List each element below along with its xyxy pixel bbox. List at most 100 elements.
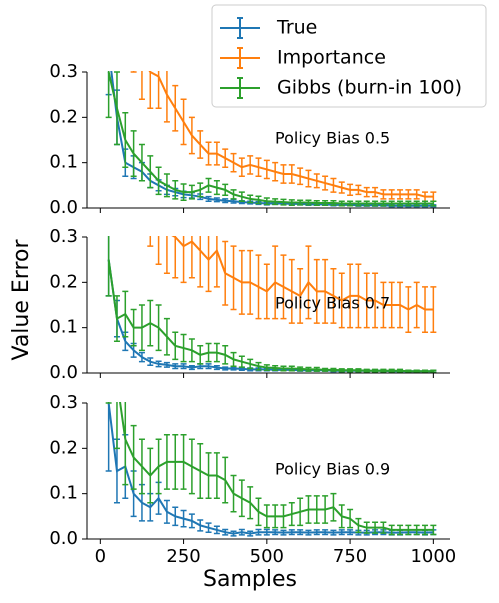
- y-tick-label: 0.0: [49, 197, 78, 218]
- series-line: [119, 402, 434, 531]
- error-bar: [138, 438, 145, 495]
- error-bar: [222, 148, 229, 168]
- error-bar: [297, 366, 304, 372]
- error-bar: [105, 71, 112, 119]
- error-bar: [138, 143, 145, 182]
- error-bar: [147, 357, 154, 367]
- error-bar: [297, 267, 304, 324]
- error-bar: [338, 272, 345, 329]
- x-axis-label: Samples: [203, 567, 297, 592]
- error-bar: [130, 71, 137, 73]
- error-bar: [347, 529, 354, 536]
- error-bar: [372, 200, 379, 207]
- series-line: [107, 259, 434, 373]
- annotation: Policy Bias 0.5: [275, 129, 390, 148]
- error-bar: [338, 504, 345, 529]
- error-bar: [238, 249, 245, 315]
- error-bar: [413, 281, 420, 329]
- error-bar: [247, 194, 254, 204]
- error-bar: [397, 189, 404, 200]
- error-bar: [113, 295, 120, 343]
- y-tick-label: 0.0: [49, 528, 78, 549]
- error-bar: [197, 130, 204, 159]
- error-bar: [272, 364, 279, 372]
- error-bar: [138, 304, 145, 352]
- error-bar: [322, 258, 329, 324]
- error-bar: [188, 338, 195, 363]
- error-bar: [405, 189, 412, 200]
- error-bar: [280, 198, 287, 206]
- error-bar: [355, 263, 362, 329]
- error-bar: [338, 368, 345, 373]
- error-bar: [205, 342, 212, 363]
- error-bar: [130, 424, 137, 490]
- error-bar: [230, 152, 237, 173]
- error-bar: [272, 504, 279, 529]
- error-bar: [163, 236, 170, 275]
- error-bar: [180, 433, 187, 490]
- error-bar: [172, 180, 179, 200]
- series-line: [110, 71, 434, 207]
- error-bar: [422, 524, 429, 536]
- error-bar: [247, 249, 254, 315]
- error-bar: [105, 236, 112, 297]
- error-bar: [213, 364, 220, 371]
- annotation: Policy Bias 0.7: [275, 294, 390, 313]
- error-bar: [122, 402, 129, 486]
- error-bar: [172, 236, 179, 279]
- error-bar: [180, 509, 187, 528]
- error-bar: [138, 351, 145, 363]
- error-bar: [347, 263, 354, 329]
- error-bar: [280, 365, 287, 372]
- legend-icon: [220, 77, 260, 99]
- error-bar: [155, 236, 162, 265]
- error-bar: [255, 157, 262, 178]
- error-bar: [163, 361, 170, 368]
- x-tick-label: 0: [95, 546, 106, 567]
- error-bar: [347, 200, 354, 207]
- error-bar: [197, 519, 204, 532]
- error-bar: [413, 189, 420, 200]
- error-bar: [205, 236, 212, 293]
- error-bar: [388, 524, 395, 536]
- error-bar: [405, 369, 412, 373]
- error-bar: [388, 368, 395, 373]
- y-tick-label: 0.2: [49, 106, 78, 127]
- error-bar: [388, 281, 395, 329]
- error-bar: [197, 345, 204, 365]
- error-bar: [330, 492, 337, 522]
- error-bar: [388, 189, 395, 200]
- error-bar: [172, 506, 179, 527]
- error-bar: [114, 0, 120, 36]
- error-bar: [313, 199, 320, 207]
- error-bar: [172, 331, 179, 361]
- error-bar: [305, 245, 312, 320]
- error-bar: [363, 186, 370, 198]
- error-bar: [305, 495, 312, 524]
- error-bar: [313, 366, 320, 372]
- error-bar: [338, 200, 345, 207]
- error-bar: [372, 272, 379, 329]
- error-bar: [172, 363, 179, 370]
- error-bar: [322, 367, 329, 372]
- error-bar: [272, 161, 279, 182]
- error-bar: [205, 141, 212, 166]
- error-bar: [188, 513, 195, 529]
- error-bar: [338, 529, 345, 536]
- error-bar: [430, 200, 437, 207]
- x-tick-label: 1000: [410, 546, 456, 567]
- error-bar: [197, 182, 204, 198]
- error-bar: [230, 530, 237, 537]
- error-bar: [430, 286, 437, 333]
- error-bar: [188, 236, 195, 279]
- legend-icon: [220, 47, 260, 69]
- error-bar: [238, 191, 245, 202]
- error-bar: [205, 522, 212, 533]
- error-bar: [422, 369, 429, 373]
- error-bar: [188, 184, 195, 200]
- error-bar: [247, 486, 254, 520]
- error-bar: [213, 342, 220, 363]
- y-tick-label: 0.1: [49, 483, 78, 504]
- error-bar: [363, 521, 370, 534]
